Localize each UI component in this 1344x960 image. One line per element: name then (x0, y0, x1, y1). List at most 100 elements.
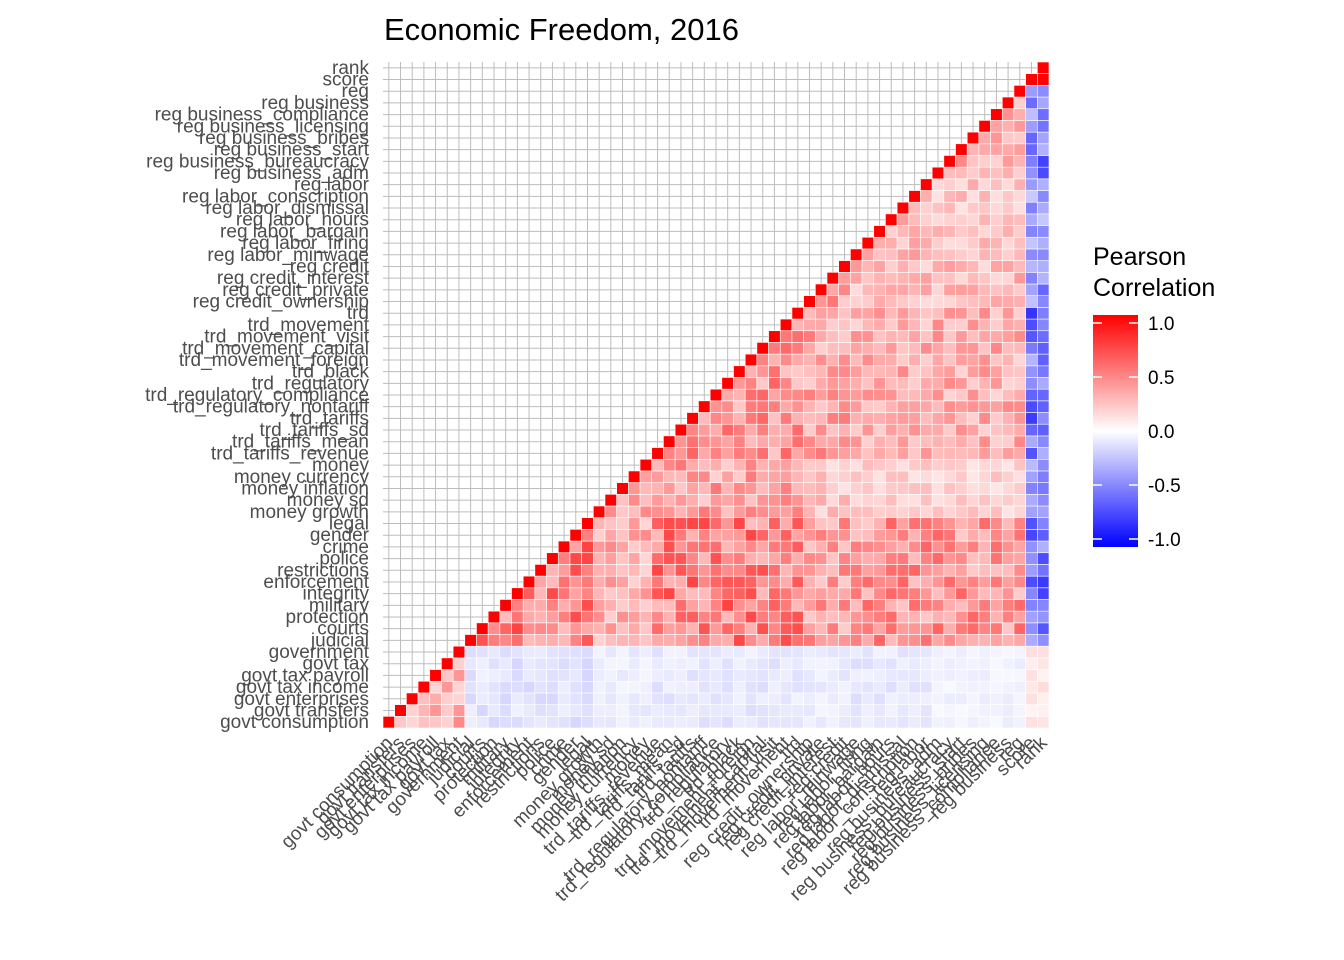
heatmap-cell (674, 704, 688, 717)
heatmap-cell (779, 645, 793, 659)
heatmap-cell (873, 412, 886, 425)
heatmap-cell (791, 680, 804, 694)
heatmap-cell (908, 505, 921, 518)
heatmap-cell (850, 680, 863, 694)
heatmap-cell (721, 529, 734, 542)
heatmap-cell (978, 120, 991, 133)
heatmap-cell (663, 552, 676, 565)
heatmap-cell (896, 377, 910, 390)
heatmap-cell (990, 236, 1003, 250)
heatmap-cell (1013, 120, 1026, 133)
heatmap-cell (815, 377, 828, 390)
heatmap-cell (978, 517, 991, 530)
y-tick-label: trd_tariffs_revenue (211, 443, 369, 464)
heatmap-cell (604, 622, 617, 635)
heatmap-cell (966, 225, 980, 238)
heatmap-cell (721, 610, 734, 624)
heatmap-cell (908, 283, 921, 296)
heatmap-cell (756, 458, 769, 472)
heatmap-cell (768, 435, 781, 448)
heatmap-cell (1013, 470, 1026, 483)
heatmap-cell (499, 657, 512, 670)
heatmap-cell (896, 634, 910, 647)
heatmap-cell (826, 680, 839, 694)
heatmap-cell (569, 587, 582, 600)
heatmap-cell (815, 388, 828, 402)
y-tick-label: trd_tariffs_mean (232, 432, 369, 453)
heatmap-cell (651, 529, 664, 542)
heatmap-cell (978, 353, 991, 367)
heatmap-cell (476, 716, 489, 729)
heatmap-cell (768, 447, 781, 460)
heatmap-cell (920, 201, 933, 215)
heatmap-cell (791, 540, 804, 554)
heatmap-cell (791, 622, 804, 635)
heatmap-cell (908, 634, 921, 647)
heatmap-cell (686, 645, 699, 659)
heatmap-cell (873, 529, 886, 542)
y-tick-label: enforcement (263, 572, 369, 593)
heatmap-cell (651, 599, 664, 612)
heatmap-cell (815, 669, 828, 682)
heatmap-cell (861, 540, 875, 554)
heatmap-cell (464, 657, 477, 670)
heatmap-cell (908, 564, 921, 577)
heatmap-cell (744, 470, 758, 483)
heatmap-cell (931, 412, 945, 425)
heatmap-cell (861, 330, 875, 343)
heatmap-cell (768, 365, 781, 378)
heatmap-cell (709, 458, 723, 472)
heatmap-cell (464, 680, 477, 694)
heatmap-cell (744, 552, 758, 565)
heatmap-cell (978, 283, 991, 296)
heatmap-cell (838, 260, 851, 273)
heatmap-cell (908, 330, 921, 343)
heatmap-cell (1025, 680, 1038, 694)
y-tick-label: trd (347, 303, 369, 324)
heatmap-cell (651, 680, 664, 694)
heatmap-cell (1025, 540, 1038, 554)
y-tick-label: rank (332, 58, 369, 79)
heatmap-cell (815, 645, 828, 659)
heatmap-cell (791, 482, 804, 495)
heatmap-cell (698, 645, 711, 659)
heatmap-cell (955, 272, 968, 285)
heatmap-cell (1001, 657, 1015, 670)
heatmap-cell (756, 400, 769, 413)
heatmap-cell (452, 692, 466, 705)
heatmap-cell (966, 610, 980, 624)
heatmap-cell (534, 622, 547, 635)
y-tick-label: trd_regulatory_nontariff (173, 397, 370, 418)
heatmap-cell (1025, 260, 1038, 273)
heatmap-cell (1001, 295, 1015, 308)
heatmap-cell (639, 517, 653, 530)
heatmap-cell (1037, 669, 1050, 682)
heatmap-cell (920, 716, 933, 729)
heatmap-cell (663, 482, 676, 495)
heatmap-cell (628, 505, 641, 518)
heatmap-cell (826, 447, 839, 460)
heatmap-cell (663, 669, 676, 682)
heatmap-cell (744, 610, 758, 624)
heatmap-cell (1037, 330, 1050, 343)
heatmap-cell (966, 505, 980, 518)
legend-tick-label: 0.0 (1148, 422, 1174, 443)
heatmap-cell (885, 634, 898, 647)
chart-title: Economic Freedom, 2016 (384, 12, 739, 47)
heatmap-cell (931, 201, 945, 215)
heatmap-cell (406, 704, 419, 717)
heatmap-cell (768, 575, 781, 589)
heatmap-cell (779, 470, 793, 483)
heatmap-cell (826, 482, 839, 495)
heatmap-cell (698, 447, 711, 460)
heatmap-cell (966, 400, 980, 413)
heatmap-cell (639, 716, 653, 729)
heatmap-cell (978, 529, 991, 542)
heatmap-cell (1037, 634, 1050, 647)
heatmap-cell (990, 564, 1003, 577)
heatmap-cell (931, 669, 945, 682)
heatmap-cell (990, 645, 1003, 659)
heatmap-cell (990, 552, 1003, 565)
heatmap-cell (1037, 143, 1050, 156)
heatmap-cell (1013, 599, 1026, 612)
